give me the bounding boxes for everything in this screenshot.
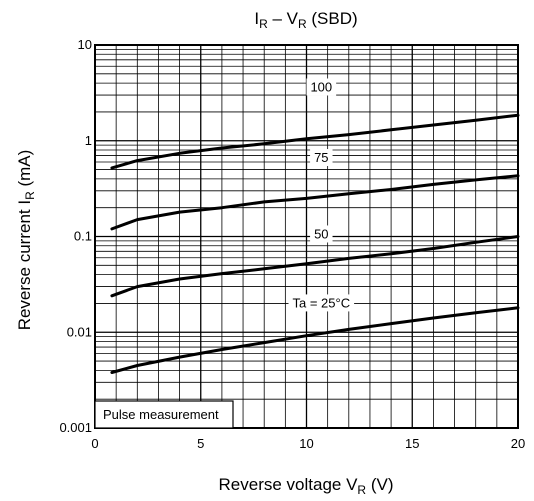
chart-title: IR – VR (SBD) (254, 9, 357, 31)
series-label-background (288, 294, 355, 312)
x-tick-label: 10 (299, 436, 313, 451)
series-label-background (310, 225, 333, 243)
series-label: 50 (310, 225, 333, 243)
series-label: Ta = 25°C (288, 294, 355, 312)
x-tick-label: 5 (197, 436, 204, 451)
x-tick-label: 15 (405, 436, 419, 451)
series-label: 100 (306, 78, 337, 96)
annotation-text: Pulse measurement (103, 407, 219, 422)
series-label: 75 (310, 149, 333, 167)
x-tick-label: 20 (511, 436, 525, 451)
x-tick-label: 0 (91, 436, 98, 451)
tick-labels: 0 5 10 15 20 0.001 0.01 0.1 1 10 (59, 37, 525, 451)
series-line (110, 174, 520, 231)
y-axis-label: Reverse current IR (mA) (15, 150, 37, 331)
x-axis-label: Reverse voltage VR (V) (219, 475, 394, 497)
y-tick-label: 0.001 (59, 420, 92, 435)
y-tick-label: 1 (85, 133, 92, 148)
series-label-background (310, 149, 333, 167)
y-tick-label: 10 (78, 37, 92, 52)
series-label-text: 100 (310, 79, 332, 94)
series-lines (110, 113, 520, 374)
grid (95, 45, 518, 428)
series-label-text: 75 (314, 150, 328, 165)
series-line (110, 235, 520, 298)
series-line (110, 306, 520, 374)
series-label-text: Ta = 25°C (293, 295, 351, 310)
y-tick-label: 0.1 (74, 229, 92, 244)
series-labels: 100 75 50 Ta = 25°C (288, 78, 355, 312)
y-tick-label: 0.01 (67, 324, 92, 339)
series-line (110, 113, 520, 170)
series-label-background (306, 78, 337, 96)
series-label-text: 50 (314, 226, 328, 241)
annotation-box: Pulse measurement (94, 400, 234, 429)
